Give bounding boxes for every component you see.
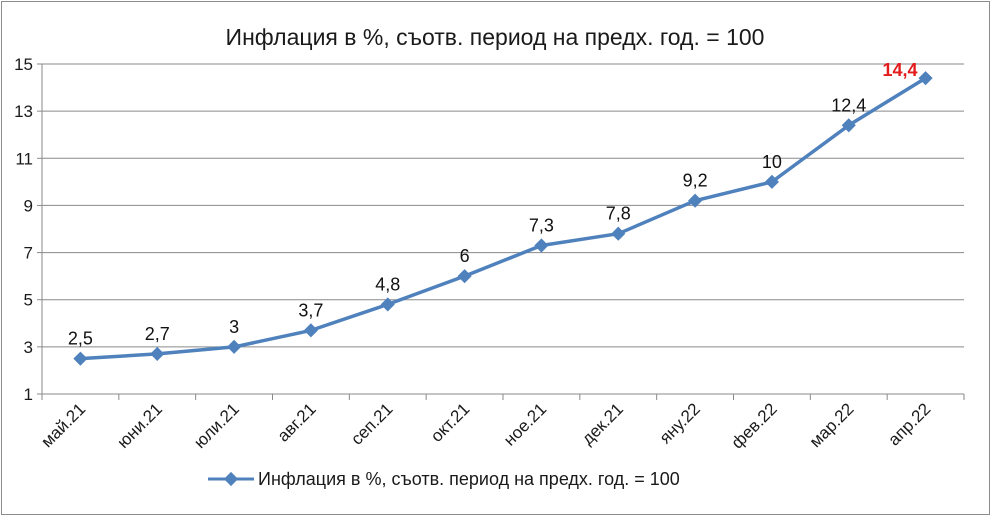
y-tick-label: 3: [24, 338, 33, 357]
y-tick-label: 13: [14, 102, 33, 121]
data-point: [73, 351, 88, 366]
gridlines: [42, 63, 964, 348]
data-label: 7,3: [529, 216, 554, 236]
data-label: 9,2: [683, 171, 708, 191]
data-label: 3,7: [298, 300, 323, 320]
x-tick-label: юли.21: [190, 399, 243, 452]
series-group: [73, 71, 933, 366]
x-tick-label: май.21: [37, 399, 89, 451]
data-point: [841, 118, 856, 133]
data-point: [457, 269, 472, 284]
chart-title: Инфлация в %, съотв. период на предх. го…: [226, 24, 765, 50]
x-tick-label: сеп.21: [347, 399, 396, 448]
y-tick-label: 11: [15, 149, 33, 168]
x-tick-label: авг.21: [274, 399, 320, 445]
legend-label: Инфлация в %, съотв. период на предх. го…: [258, 469, 680, 489]
data-label: 3: [229, 317, 239, 337]
x-tick-label: мар.22: [806, 399, 858, 451]
data-point: [380, 297, 395, 312]
data-labels: 2,5 2,7 3 3,7 4,8 6 7,3 7,8 9,2 10 12,4 14,4: [68, 60, 918, 349]
data-point: [918, 71, 933, 86]
data-point: [688, 193, 703, 208]
legend-marker: [223, 471, 239, 487]
data-point: [764, 174, 779, 189]
data-point: [611, 226, 626, 241]
data-point: [303, 323, 318, 338]
data-label: 12,4: [831, 95, 866, 115]
series-line: [80, 76, 927, 361]
data-point: [150, 346, 165, 361]
x-tick-label: юни.21: [114, 399, 167, 452]
x-tick-label: апр.22: [884, 399, 934, 449]
x-tick-label: окт.21: [427, 399, 473, 445]
data-label: 10: [762, 152, 782, 172]
x-tick-label: фев.22: [728, 399, 781, 452]
data-label: 2,7: [145, 324, 170, 344]
x-tick-label: дек.21: [578, 399, 627, 448]
data-label: 2,5: [68, 329, 93, 349]
data-label: 4,8: [375, 274, 400, 294]
data-point: [227, 339, 242, 354]
y-tick-label: 15: [14, 55, 33, 74]
x-tick-label: ное.21: [500, 399, 550, 449]
axes: [37, 63, 965, 400]
y-tick-label: 7: [24, 244, 33, 263]
x-tick-label: яну.22: [656, 399, 704, 447]
data-label: 14,4: [883, 60, 918, 80]
x-axis-ticks: май.21 юни.21 юли.21 авг.21 сеп.21 окт.21 ное.…: [37, 399, 934, 452]
y-tick-label: 5: [24, 291, 33, 310]
data-point: [534, 238, 549, 253]
legend: Инфлация в %, съотв. период на предх. го…: [208, 469, 680, 489]
y-tick-label: 9: [24, 196, 33, 215]
data-label: 6: [460, 246, 470, 266]
data-label: 7,8: [606, 204, 631, 224]
y-tick-label: 1: [24, 385, 33, 404]
